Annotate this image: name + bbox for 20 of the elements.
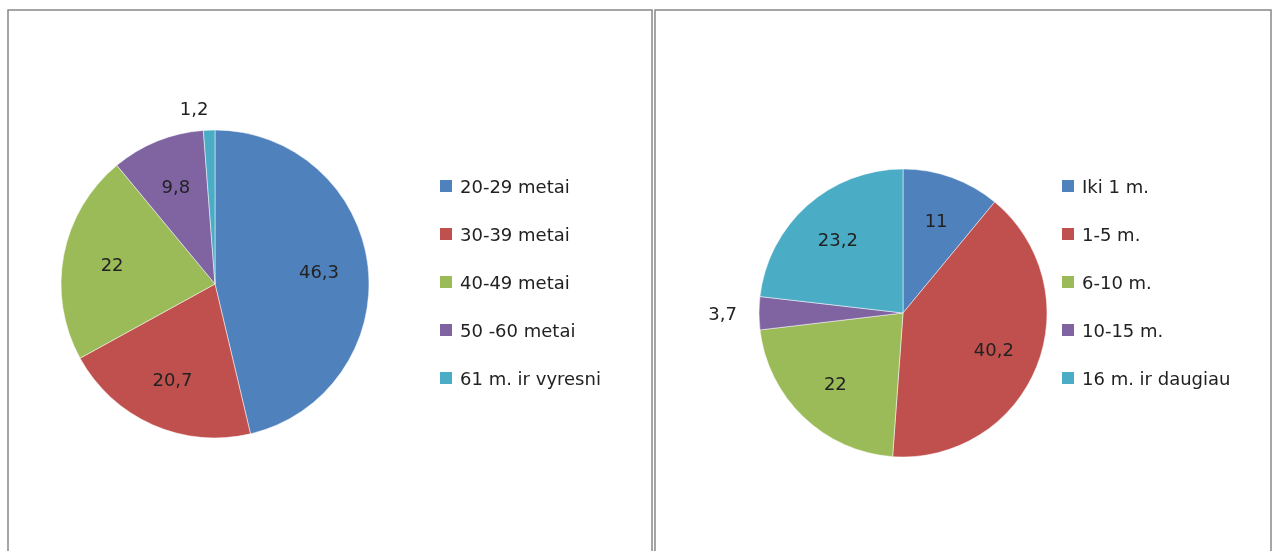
data-label: 9,8 [161, 176, 191, 198]
legend-label: Iki 1 m. [1082, 175, 1149, 197]
legend-label: 16 m. ir daugiau [1082, 367, 1231, 389]
data-label: 1,2 [179, 97, 209, 119]
legend-label: 30-39 metai [460, 223, 570, 245]
data-label: 11 [924, 210, 948, 232]
legend-label: 61 m. ir vyresni [460, 367, 601, 389]
legend-label: 20-29 metai [460, 175, 570, 197]
data-label: 40,2 [973, 338, 1014, 360]
data-label: 20,7 [152, 369, 193, 391]
data-label: 22 [823, 373, 847, 395]
data-label: 3,7 [708, 302, 737, 324]
data-label: 23,2 [817, 229, 858, 251]
legend-label: 50 -60 metai [460, 319, 576, 341]
legend-label: 1-5 m. [1082, 223, 1141, 245]
legend-label: 10-15 m. [1082, 319, 1164, 341]
legend-label: 6-10 m. [1082, 271, 1152, 293]
legend-label: 40-49 metai [460, 271, 570, 293]
data-label: 22 [100, 253, 124, 275]
data-label: 46,3 [298, 261, 340, 283]
